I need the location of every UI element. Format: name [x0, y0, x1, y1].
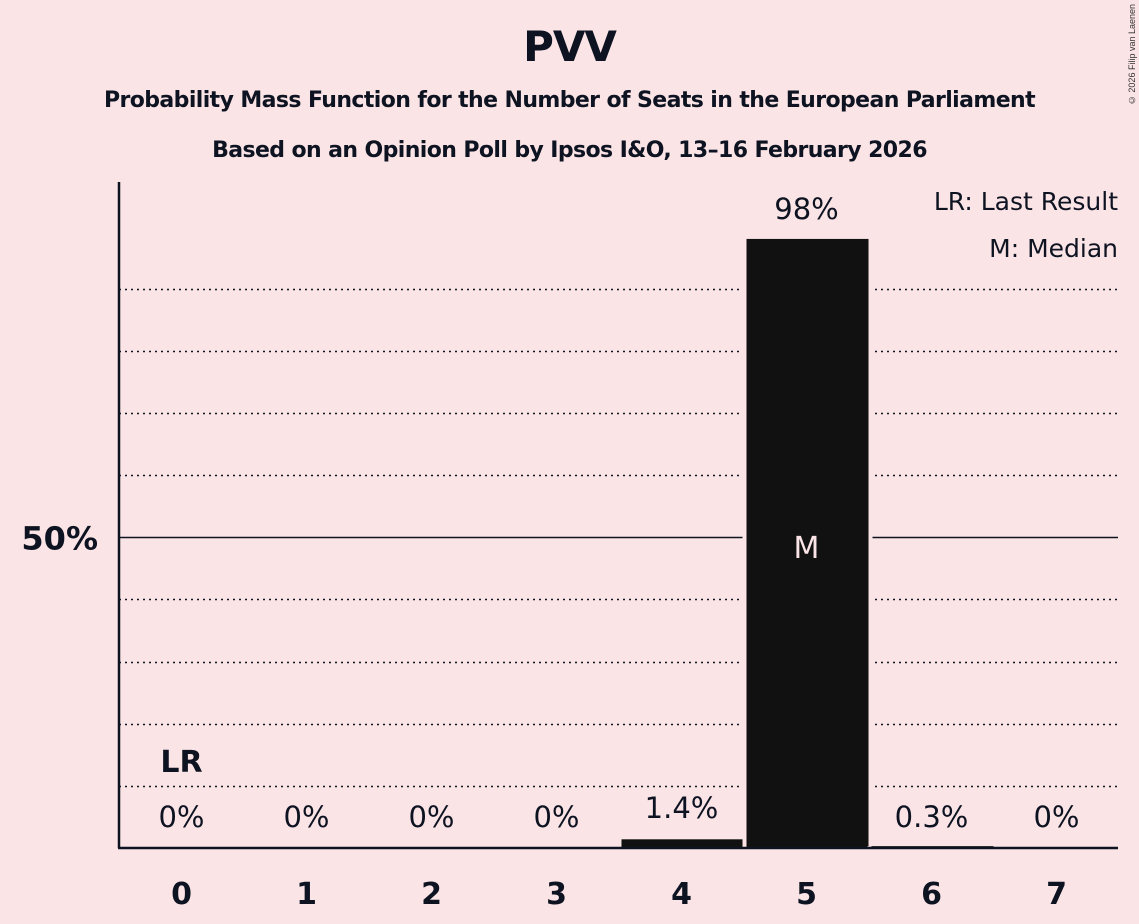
- x-tick-label: 6: [921, 877, 942, 912]
- x-tick-label: 2: [421, 877, 442, 912]
- x-tick-label: 5: [796, 877, 817, 912]
- bar-value-label: 0%: [533, 800, 579, 834]
- bar-value-label: 1.4%: [645, 791, 719, 825]
- last-result-marker: LR: [160, 745, 202, 780]
- bar-value-label: 0%: [158, 800, 204, 834]
- bar-value-label: 0%: [408, 800, 454, 834]
- chart-title: PVV: [523, 22, 617, 71]
- x-tick-label: 3: [546, 877, 567, 912]
- legend-last-result: LR: Last Result: [934, 187, 1118, 216]
- x-tick-label: 0: [171, 877, 192, 912]
- legend-median: M: Median: [989, 234, 1118, 263]
- chart-subtitle: Probability Mass Function for the Number…: [104, 88, 1036, 113]
- x-tick-label: 7: [1046, 877, 1067, 912]
- median-marker: M: [794, 531, 820, 566]
- y-tick-label: 50%: [21, 519, 98, 557]
- chart-subtitle-source: Based on an Opinion Poll by Ipsos I&O, 1…: [212, 138, 927, 163]
- bar-seats-5: [746, 238, 869, 848]
- x-tick-label: 4: [671, 877, 692, 912]
- bar-value-label: 98%: [774, 192, 838, 226]
- bar-value-label: 0.3%: [895, 800, 969, 834]
- bar-value-label: 0%: [283, 800, 329, 834]
- x-tick-label: 1: [296, 877, 317, 912]
- bar-value-label: 0%: [1033, 800, 1079, 834]
- bar-seats-4: [621, 839, 744, 848]
